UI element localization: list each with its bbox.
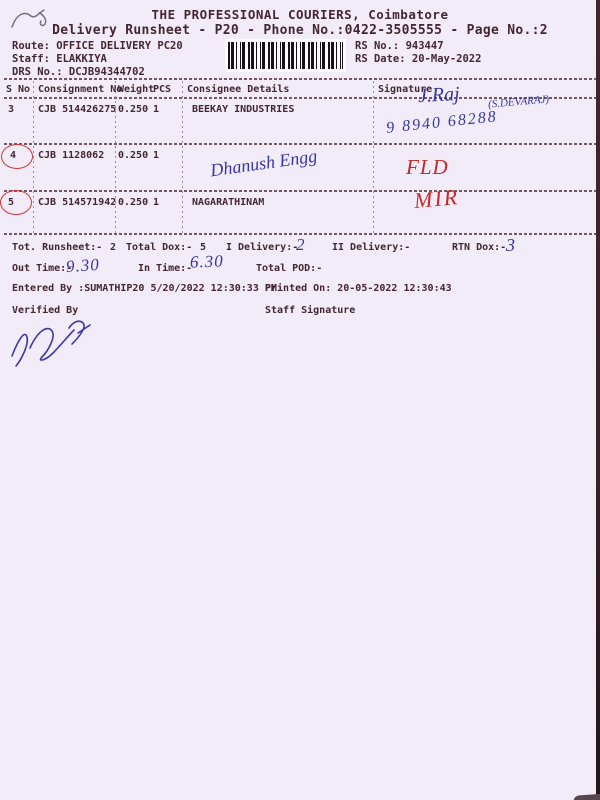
column-rule — [33, 81, 34, 233]
handwritten-status-fld: FLD — [406, 155, 449, 179]
rs-no-label: RS No.: — [355, 40, 400, 52]
rs-no-line: RS No.: 943447 — [355, 40, 444, 52]
cell-sno: 5 — [8, 197, 15, 208]
rs-date-line: RS Date: 20-May-2022 — [355, 53, 481, 65]
handwritten-phone: 9 8940 68288 — [385, 108, 499, 137]
col-header-sno: S No — [6, 84, 31, 95]
company-title: THE PROFESSIONAL COURIERS, Coimbatore — [151, 7, 449, 22]
tot-runsheet-label: Tot. Runsheet:- — [12, 242, 103, 253]
route-value: OFFICE DELIVERY PC20 — [56, 40, 183, 52]
drs-value: DCJB94344702 — [68, 66, 145, 78]
cell-pcs: 1 — [153, 150, 160, 161]
i-delivery-label: I Delivery:- — [226, 242, 299, 253]
cell-weight: 0.250 — [118, 197, 149, 208]
handwritten-in-time: 6.30 — [189, 251, 225, 272]
col-header-weight: Weight — [118, 84, 155, 95]
cell-consignment: CJB 1128062 — [38, 150, 105, 161]
staff-line: Staff: ELAKKIYA — [12, 53, 107, 65]
divider — [4, 233, 596, 235]
handwritten-status-mir: MIR — [412, 184, 461, 213]
cell-weight: 0.250 — [118, 104, 149, 115]
cell-sno: 3 — [8, 104, 15, 115]
tot-runsheet-value: 2 — [110, 242, 117, 253]
col-header-pcs: PCS — [153, 84, 172, 95]
total-pod-label: Total POD:- — [256, 263, 323, 274]
rtn-dox-label: RTN Dox:- — [452, 242, 507, 253]
column-rule — [115, 81, 116, 233]
red-circle-annotation — [0, 190, 32, 215]
divider — [4, 143, 596, 145]
handwritten-consignee-note: Dhanush Engg — [209, 145, 319, 181]
route-label: Route: — [12, 40, 50, 52]
verified-by-label: Verified By — [12, 305, 79, 316]
total-dox-value: 5 — [200, 242, 207, 253]
rs-no-value: 943447 — [405, 40, 444, 52]
divider — [4, 190, 596, 192]
runsheet-subtitle: Delivery Runsheet - P20 - Phone No.:0422… — [52, 23, 548, 38]
route-line: Route: OFFICE DELIVERY PC20 — [12, 40, 183, 52]
drs-label: DRS No.: — [12, 66, 63, 78]
printed-on-line: Printed On: 20-05-2022 12:30:43 — [265, 283, 452, 294]
scan-corner-smudge — [572, 793, 600, 800]
in-time-label: In Time:- — [138, 263, 193, 274]
rs-date-label: RS Date: — [355, 53, 406, 65]
col-header-consignment: Consignment No — [38, 84, 123, 95]
cell-consignee: NAGARATHINAM — [192, 197, 265, 208]
cell-sno: 4 — [10, 150, 17, 161]
handwritten-rtn-dox-count: 3 — [506, 235, 515, 255]
cell-pcs: 1 — [153, 104, 160, 115]
cell-pcs: 1 — [153, 197, 160, 208]
staff-label: Staff: — [12, 53, 50, 65]
handwritten-signature: J.Raj — [417, 82, 461, 108]
divider — [4, 78, 596, 80]
handwritten-verified-signature — [11, 320, 91, 367]
staff-value: ELAKKIYA — [56, 53, 107, 65]
handwritten-name-note: (S.DEVARAJ) — [487, 93, 550, 111]
out-time-label: Out Time:- — [12, 263, 73, 274]
red-circle-annotation — [1, 144, 33, 169]
barcode — [225, 39, 346, 72]
column-rule — [182, 81, 183, 233]
col-header-signature: Signature — [378, 84, 433, 95]
divider — [4, 97, 596, 99]
column-rule — [373, 81, 374, 233]
col-header-consignee: Consignee Details — [187, 84, 290, 95]
cell-consignee: BEEKAY INDUSTRIES — [192, 104, 295, 115]
handwritten-out-time: 9.30 — [65, 254, 101, 277]
rs-date-value: 20-May-2022 — [411, 53, 482, 65]
handwritten-i-delivery-count: 2 — [296, 235, 305, 254]
cell-weight: 0.250 — [118, 150, 149, 161]
total-dox-label: Total Dox:- — [126, 242, 193, 253]
ii-delivery-label: II Delivery:- — [332, 242, 411, 253]
drs-line: DRS No.: DCJB94344702 — [12, 66, 145, 78]
pen-scribble — [11, 9, 47, 28]
cell-consignment: CJB 514426275 — [38, 104, 117, 115]
cell-consignment: CJB 514571942 — [38, 197, 117, 208]
staff-signature-label: Staff Signature — [265, 305, 356, 316]
scan-edge-strip — [596, 0, 600, 800]
entered-by-line: Entered By :SUMATHIP20 5/20/2022 12:30:3… — [12, 283, 277, 294]
